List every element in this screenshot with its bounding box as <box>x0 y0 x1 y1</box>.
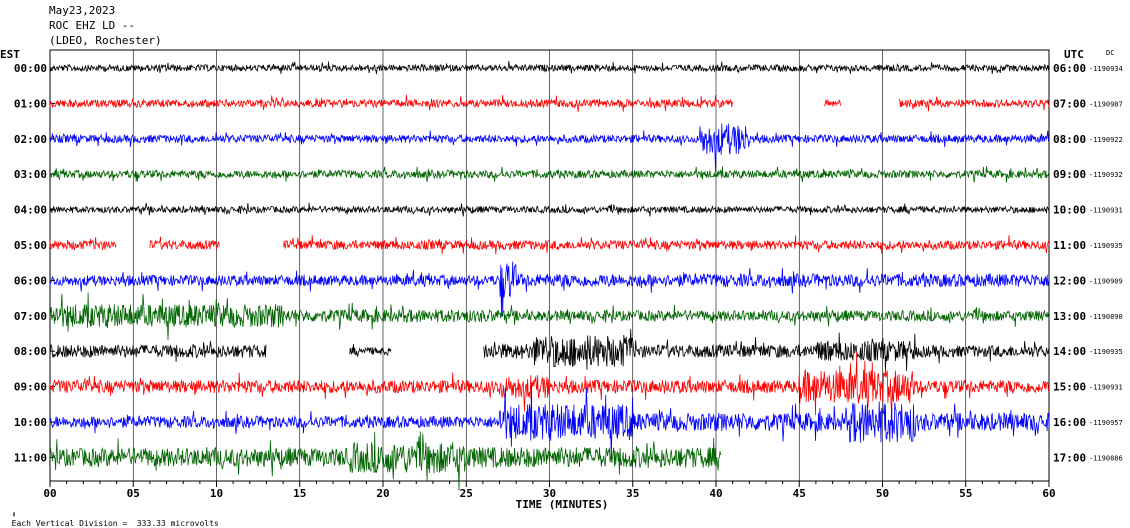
utc-hour-label: 06:00 <box>1053 62 1086 75</box>
trace-0000 <box>49 61 1050 75</box>
est-hour-label: 05:00 <box>14 239 47 252</box>
left-axis-title: EST <box>0 48 20 61</box>
est-hour-label: 08:00 <box>14 345 47 358</box>
dc-offset-label: -1190909 <box>1089 277 1123 285</box>
est-hour-label: 11:00 <box>14 451 47 464</box>
x-tick-label: 50 <box>876 487 889 500</box>
utc-hour-label: 14:00 <box>1053 345 1086 358</box>
est-hour-label: 07:00 <box>14 310 47 323</box>
trace-0400 <box>49 202 1050 217</box>
trace-0700 <box>49 292 1050 340</box>
est-hour-label: 06:00 <box>14 274 47 287</box>
x-tick-label: 40 <box>709 487 722 500</box>
est-hour-label: 02:00 <box>14 133 47 146</box>
utc-hour-label: 10:00 <box>1053 204 1086 217</box>
utc-hour-label: 15:00 <box>1053 381 1086 394</box>
x-tick-label: 20 <box>376 487 389 500</box>
scale-footnote-text: Each Vertical Division = 333.33 microvol… <box>11 519 219 528</box>
est-hour-label: 04:00 <box>14 204 47 217</box>
est-hour-label: 10:00 <box>14 416 47 429</box>
dc-offset-label: -1190886 <box>1089 454 1123 462</box>
x-tick-label: 15 <box>293 487 306 500</box>
trace-1000 <box>49 385 1050 460</box>
trace-0100 <box>49 94 1050 113</box>
dc-offset-label: -1190935 <box>1089 242 1123 250</box>
trace-0200 <box>49 123 1050 173</box>
utc-hour-label: 17:00 <box>1053 451 1086 464</box>
dc-offset-label: -1190890 <box>1089 313 1123 321</box>
est-hour-label: 01:00 <box>14 97 47 110</box>
chart-station: ROC EHZ LD -- <box>49 19 136 32</box>
utc-hour-label: 11:00 <box>1053 239 1086 252</box>
est-hour-label: 03:00 <box>14 168 47 181</box>
utc-hour-label: 07:00 <box>1053 97 1086 110</box>
dc-label: DC <box>1106 49 1115 57</box>
x-tick-label: 25 <box>460 487 473 500</box>
utc-hour-label: 09:00 <box>1053 168 1086 181</box>
dc-offset-label: -1190934 <box>1089 65 1123 73</box>
chart-network: (LDEO, Rochester) <box>49 34 162 47</box>
trace-0300 <box>49 166 1050 183</box>
dc-offset-label: -1190935 <box>1089 348 1123 356</box>
north-marker-icon: ⬆ <box>11 510 17 519</box>
est-hour-label: 09:00 <box>14 381 47 394</box>
x-tick-label: 55 <box>959 487 972 500</box>
trace-1100 <box>49 431 721 491</box>
est-hour-label: 00:00 <box>14 62 47 75</box>
trace-0800 <box>49 328 1050 372</box>
trace-0900 <box>49 351 1050 416</box>
dc-offset-label: -1190987 <box>1089 100 1123 108</box>
trace-0600 <box>49 261 1050 317</box>
utc-hour-label: 16:00 <box>1053 416 1086 429</box>
utc-hour-label: 13:00 <box>1053 310 1086 323</box>
dc-offset-label: -1190922 <box>1089 136 1123 144</box>
trace-0500 <box>49 235 1050 255</box>
x-tick-label: 45 <box>793 487 806 500</box>
x-tick-label: 10 <box>210 487 223 500</box>
dc-offset-label: -1190931 <box>1089 207 1123 215</box>
right-axis-title: UTC <box>1064 48 1084 61</box>
scale-footnote: ⬆ Each Vertical Division = 333.33 microv… <box>2 501 219 528</box>
x-tick-label: 60 <box>1042 487 1055 500</box>
dc-offset-label: -1190957 <box>1089 419 1123 427</box>
x-tick-label: 05 <box>127 487 140 500</box>
dc-offset-label: -1190931 <box>1089 384 1123 392</box>
dc-offset-label: -1190932 <box>1089 171 1123 179</box>
x-tick-label: 00 <box>43 487 56 500</box>
utc-hour-label: 08:00 <box>1053 133 1086 146</box>
chart-date: May23,2023 <box>49 4 116 17</box>
x-tick-label: 30 <box>543 487 556 500</box>
utc-hour-label: 12:00 <box>1053 274 1086 287</box>
x-tick-label: 35 <box>626 487 639 500</box>
x-axis-title: TIME (MINUTES) <box>516 498 609 511</box>
